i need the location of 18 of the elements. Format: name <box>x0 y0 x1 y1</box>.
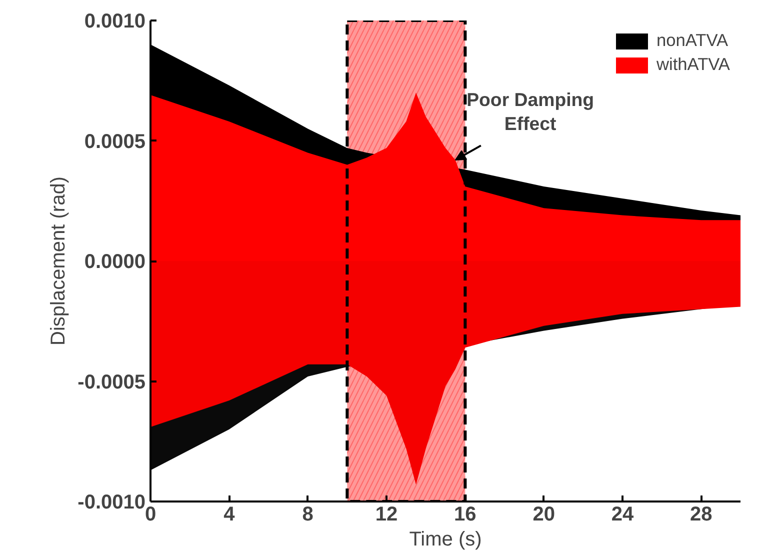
x-tick-label: 28 <box>690 504 712 526</box>
x-tick-label: 24 <box>611 504 634 526</box>
y-tick-label: -0.0010 <box>78 492 146 514</box>
x-tick-label: 0 <box>144 504 156 526</box>
legend-label: withATVA <box>656 54 730 75</box>
y-axis-title: Displacement (rad) <box>48 176 70 346</box>
x-tick-label: 16 <box>454 504 476 526</box>
x-tick-label: 4 <box>224 504 236 526</box>
y-tick-label: -0.0005 <box>78 371 146 394</box>
x-tick-label: 8 <box>302 504 314 526</box>
x-tick-label: 20 <box>532 504 555 526</box>
x-axis-title: Time (s) <box>409 528 482 550</box>
x-tick-label: 12 <box>375 504 398 526</box>
annotation: Poor Damping Effect <box>466 88 594 134</box>
y-tick-label: 0.0000 <box>84 251 146 273</box>
y-tick-label: 0.0005 <box>84 130 146 153</box>
y-tick-label: 0.0010 <box>84 10 146 32</box>
legend-label: nonATVA <box>656 30 728 51</box>
